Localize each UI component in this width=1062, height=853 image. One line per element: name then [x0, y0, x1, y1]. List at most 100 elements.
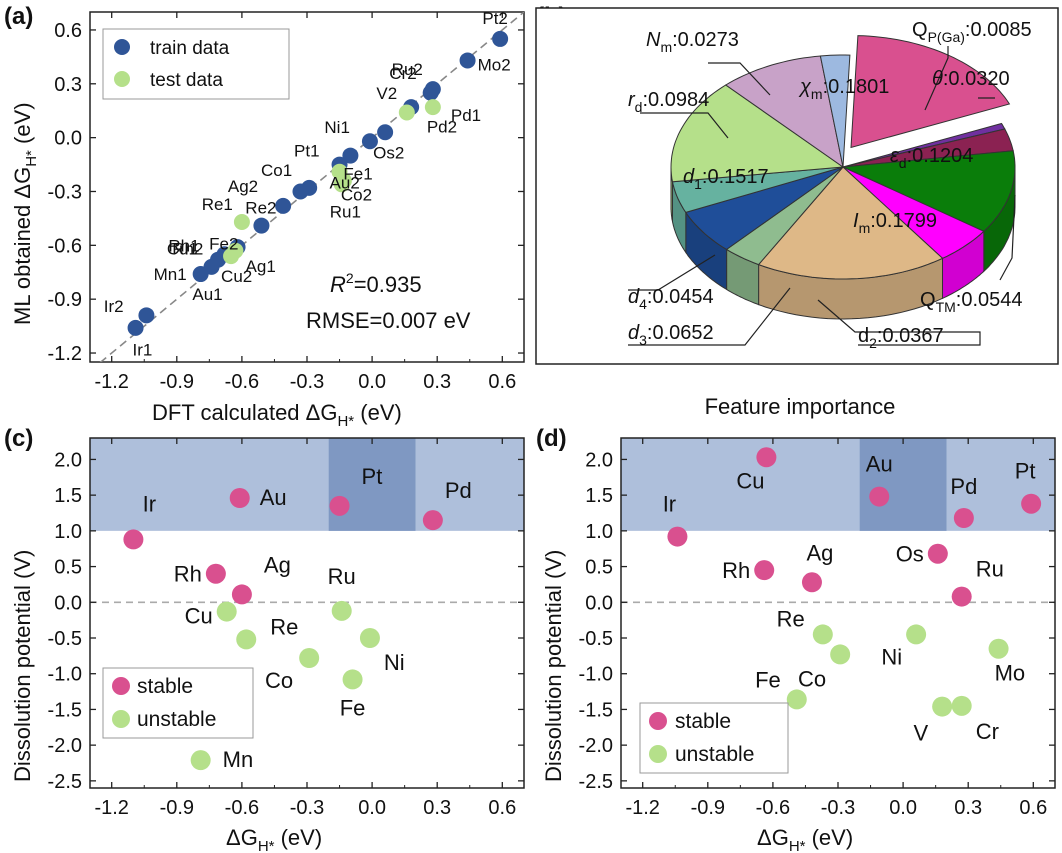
label-nm: Nm:0.0273: [646, 29, 739, 55]
label-Co2: Co2: [341, 186, 372, 205]
point-Re1: [233, 214, 250, 230]
legend-marker-test: [114, 71, 130, 87]
x-tick-label: -0.9: [691, 797, 725, 819]
point-Co: [830, 644, 851, 665]
label-d3: d3:0.0652: [628, 322, 714, 348]
point-Co: [299, 648, 320, 668]
point-Au: [229, 488, 250, 508]
r2-annotation: R2=0.935: [330, 270, 422, 297]
point-Cu: [216, 601, 237, 622]
label-Co: Co: [798, 666, 826, 691]
point-Ag2: [275, 197, 292, 214]
label-chi: χm:0.1801: [798, 76, 889, 102]
pie-slice-Nm: [819, 54, 851, 168]
legend-label-unstable: unstable: [137, 708, 216, 731]
x-tick-label: 0.6: [488, 797, 516, 819]
point-Fe1: [342, 147, 359, 164]
label-Ni: Ni: [384, 650, 405, 675]
label-Co1: Co1: [261, 161, 292, 180]
point-Ag: [231, 584, 252, 605]
label-d1: d1:0.1517: [683, 166, 769, 192]
point-Ru: [331, 600, 352, 621]
label-Fe2: Fe2: [209, 235, 238, 254]
leader-line: [817, 299, 981, 346]
label-Pd2: Pd2: [427, 118, 457, 137]
legend: train data test data: [102, 28, 290, 100]
parity-plot: -1.2 -0.9 -0.6 -0.3 0.0 0.3 0.6 -1.2 -0.9 -0.6 -0.…: [10, 9, 525, 430]
x-tick-label: -0.3: [290, 797, 324, 819]
x-tick-label: -0.9: [160, 371, 194, 393]
pie-chart: [670, 35, 1016, 320]
point-Re: [812, 624, 833, 645]
label-Mn1: Mn1: [154, 265, 187, 284]
label-Ag2: Ag2: [228, 177, 258, 196]
label-Fe: Fe: [755, 667, 781, 692]
region-shading: [621, 438, 1055, 788]
slice-labels: χm:0.1801 QP(Ga):0.0085 θ:0.0320 εd:0.1204 Q…: [628, 19, 1032, 351]
leader-line: [708, 62, 771, 96]
point-Fe: [786, 689, 807, 710]
label-d2: d2:0.0367: [858, 325, 944, 351]
legend-label-train: train data: [150, 38, 230, 59]
pie-slice-d3: [684, 166, 844, 250]
x-tick-label: -0.3: [821, 797, 855, 819]
label-Ir: Ir: [663, 492, 676, 517]
label-Co: Co: [265, 668, 293, 693]
optimal-region: [859, 438, 947, 531]
point-Re: [236, 629, 257, 650]
optimal-region: [328, 438, 416, 531]
y-tick-label: 0.5: [54, 557, 82, 579]
x-tick-label: -1.2: [625, 797, 659, 819]
stable-region: [90, 438, 524, 531]
point-Pt: [329, 495, 350, 516]
legend-label-test: test data: [150, 70, 223, 91]
legend-label-stable: stable: [675, 710, 731, 733]
label-Os2: Os2: [373, 143, 404, 162]
point-Co2: [335, 172, 352, 189]
label-Ni1: Ni1: [324, 118, 350, 137]
label-Rh: Rh: [722, 558, 750, 583]
label-Ag: Ag: [264, 552, 291, 577]
label-Ag: Ag: [806, 540, 833, 565]
point-Cr: [951, 695, 972, 716]
legend-marker-train: [114, 39, 130, 55]
x-tick-label: -0.6: [756, 797, 790, 819]
point-Fe: [342, 669, 363, 690]
y-tick-label: 1.5: [54, 485, 82, 507]
point-Ni1: [361, 133, 378, 150]
leader-lines: [628, 46, 1016, 346]
y-tick-label: 1.5: [585, 485, 613, 507]
y-tick-label: -1.2: [48, 343, 82, 365]
label-Pt1: Pt1: [294, 142, 320, 161]
label-Fe1: Fe1: [343, 165, 372, 184]
y-tick-label: 0.0: [54, 592, 82, 614]
label-Au: Au: [866, 452, 893, 477]
y-tick-label: -2.5: [48, 771, 82, 793]
point-labels: Cu Ir Au Pd Pt Rh Ag Os Ru Re Co Ni Mo Fe V Cr: [663, 452, 1036, 746]
r2-symbol: R: [330, 272, 346, 297]
label-Pd: Pd: [950, 474, 977, 499]
point-Pd1: [424, 99, 441, 116]
legend-marker-unstable: [112, 710, 130, 728]
x-tick-label: -1.2: [94, 371, 128, 393]
label-Cu: Cu: [185, 604, 213, 629]
legend-box: [102, 667, 254, 739]
point-Ir: [667, 526, 688, 547]
x-tick-label: 0.0: [358, 371, 386, 393]
point-Mo: [988, 638, 1009, 659]
y-tick-label: 0.0: [585, 592, 613, 614]
label-Re2: Re2: [245, 198, 276, 217]
point-Ru: [951, 586, 972, 607]
label-theta: θ:0.0320: [932, 68, 1010, 90]
x-tick-label: -0.6: [225, 797, 259, 819]
point-V: [932, 696, 953, 717]
y-axis-title: ML obtained ΔGH* (eV): [10, 102, 40, 325]
x-axis-title: DFT calculated ΔGH* (eV): [152, 400, 402, 430]
x-tick-label: 0.0: [889, 797, 917, 819]
label-rd: rd:0.0984: [628, 89, 709, 115]
label-V2: V2: [376, 84, 397, 103]
x-tick-label: 0.6: [488, 371, 516, 393]
points-group: [667, 447, 1042, 717]
label-Ag1: Ag1: [246, 257, 276, 276]
